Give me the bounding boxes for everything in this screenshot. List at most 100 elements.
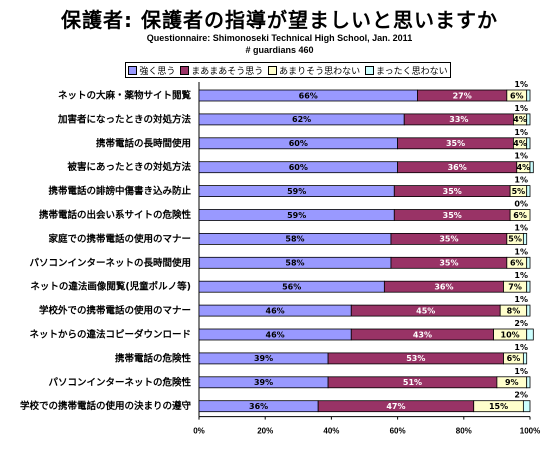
bar-segment [526, 89, 531, 102]
data-label: 33% [449, 115, 468, 124]
data-label: 5% [508, 235, 522, 244]
legend-item: あまりそう思わない [268, 64, 360, 77]
data-label: 2% [514, 391, 528, 400]
data-label: 35% [439, 235, 458, 244]
legend-swatch [180, 65, 190, 75]
data-label: 46% [266, 306, 285, 315]
legend-item: まあまあそう思う [180, 64, 263, 77]
category-label: 家庭での携帯電話の使用のマナー [48, 233, 191, 245]
data-label: 1% [514, 223, 528, 232]
data-label: 9% [505, 378, 519, 387]
data-label: 46% [266, 330, 285, 339]
data-label: 1% [514, 247, 528, 256]
data-label: 56% [282, 283, 301, 292]
data-label: 27% [453, 91, 472, 100]
bar-segment [526, 256, 531, 269]
chart-sample-size: # guardians 460 [245, 45, 314, 55]
data-label: 5% [512, 187, 526, 196]
category-label: 携帯電話の誹謗中傷書き込み防止 [48, 185, 191, 197]
bar-segment [526, 137, 531, 150]
legend-item: 強く思う [128, 64, 175, 77]
data-label: 58% [285, 259, 304, 268]
data-label: 36% [448, 163, 467, 172]
bar-segment [526, 113, 531, 126]
legend-label: まったく思わない [375, 66, 448, 77]
x-tick-label: 0% [193, 427, 205, 436]
category-label: 被害にあったときの対処方法 [67, 161, 191, 173]
data-label: 1% [514, 295, 528, 304]
bar-segment [526, 185, 531, 198]
data-label: 1% [514, 104, 528, 113]
data-label: 7% [508, 283, 522, 292]
data-label: 58% [285, 235, 304, 244]
data-label: 60% [289, 163, 308, 172]
data-label: 1% [514, 80, 528, 89]
bar-segment [529, 161, 534, 174]
bar-segment [522, 352, 528, 365]
category-label: 学校での携帯電話の使用の決まりの遵守 [20, 400, 192, 412]
data-label: 6% [507, 354, 521, 363]
data-label: 36% [434, 283, 453, 292]
data-label: 59% [287, 211, 306, 220]
x-tick-label: 40% [323, 427, 339, 436]
x-tick-label: 20% [257, 427, 273, 436]
legend-swatch [364, 65, 374, 75]
data-label: 6% [513, 211, 527, 220]
bar-segment [526, 304, 531, 317]
category-label: ネットの違法画像閲覧(児童ポルノ等) [30, 281, 191, 293]
data-label: 15% [489, 402, 508, 411]
legend-swatch [128, 65, 138, 75]
category-label: ネットの大麻・薬物サイト閲覧 [58, 90, 192, 102]
data-label: 35% [443, 211, 462, 220]
x-tick-label: 80% [456, 427, 472, 436]
data-label: 60% [289, 139, 308, 148]
data-label: 62% [292, 115, 311, 124]
data-label: 35% [439, 259, 458, 268]
data-label: 8% [507, 306, 521, 315]
data-label: 1% [514, 152, 528, 161]
category-label: 学校外での携帯電話の使用のマナー [39, 305, 191, 317]
data-label: 2% [514, 319, 528, 328]
category-label: パソコンインターネットの長時間使用 [29, 257, 191, 269]
chart-title: 保護者: 保護者の指導が望ましいと思いますか [61, 8, 498, 32]
chart-subtitle: Questionnaire: Shimonoseki Technical Hig… [146, 33, 413, 43]
data-label: 53% [406, 354, 425, 363]
legend-label: まあまあそう思う [191, 66, 264, 77]
legend-item: まったく思わない [364, 64, 448, 77]
data-label: 59% [287, 187, 306, 196]
category-label: 加害者になったときの対処方法 [57, 113, 192, 125]
data-label: 43% [413, 330, 432, 339]
data-label: 1% [514, 271, 528, 280]
data-label: 1% [514, 367, 528, 376]
bar-segment [526, 328, 534, 341]
data-label: 39% [254, 354, 273, 363]
data-label: 1% [514, 176, 528, 185]
data-label: 36% [249, 402, 268, 411]
data-label: 6% [510, 259, 524, 268]
x-tick-label: 60% [390, 427, 406, 436]
x-tick-label: 100% [520, 427, 540, 436]
data-label: 35% [443, 187, 462, 196]
data-label: 1% [514, 128, 528, 137]
data-label: 6% [510, 91, 524, 100]
legend-label: 強く思う [139, 66, 176, 77]
data-label: 51% [403, 378, 422, 387]
bar-segment [526, 376, 531, 389]
chart-legend: 強く思う まあまあそう思う あまりそう思わない まったく思わない [125, 62, 451, 78]
category-label: 携帯電話の長時間使用 [96, 137, 191, 149]
data-label: 10% [501, 330, 520, 339]
data-label: 47% [386, 402, 405, 411]
data-label: 35% [446, 139, 465, 148]
data-label: 4% [513, 115, 527, 124]
data-label: 4% [517, 163, 531, 172]
data-label: 39% [254, 378, 273, 387]
bar-segment [526, 280, 531, 293]
data-label: 0% [514, 200, 528, 209]
category-label: 携帯電話の出会い系サイトの危険性 [39, 209, 192, 221]
data-label: 4% [513, 139, 527, 148]
bar-segment [522, 232, 528, 245]
legend-label: あまりそう思わない [279, 66, 361, 77]
legend-swatch [268, 65, 278, 75]
